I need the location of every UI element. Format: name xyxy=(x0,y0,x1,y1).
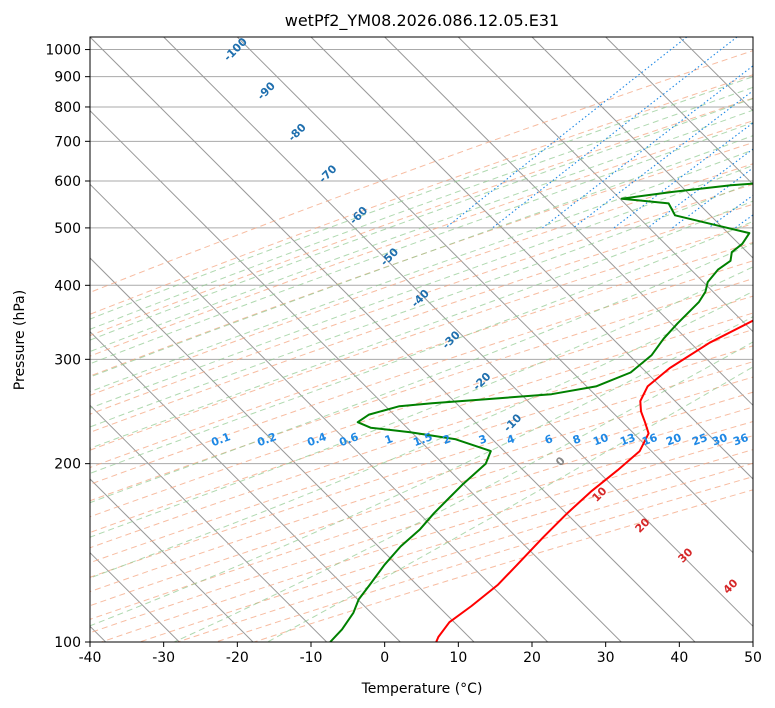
y-tick-label: 100 xyxy=(54,635,81,651)
dewpoint-profile-line xyxy=(329,182,753,642)
mixing-ratio-line xyxy=(613,122,753,229)
dry-adiabat-line xyxy=(177,462,753,642)
mixing-ratio-label: 13 xyxy=(618,431,637,448)
moist-adiabat-line xyxy=(90,266,753,538)
plot-frame xyxy=(89,36,754,643)
isotherm-line xyxy=(605,37,753,186)
moist-adiabat-line xyxy=(90,242,753,504)
dry-adiabat-line xyxy=(90,183,753,415)
moist-adiabat-line xyxy=(90,164,753,409)
moist-adiabat-line xyxy=(90,98,753,341)
mixing-ratio-label: 0.2 xyxy=(255,430,278,449)
mixing-ratio-line xyxy=(672,167,753,229)
mixing-ratio-label: 0.6 xyxy=(337,430,360,449)
x-axis-label: Temperature (°C) xyxy=(361,681,483,697)
isotherm-line xyxy=(384,37,753,407)
moist-adiabat-line xyxy=(267,366,753,642)
mixing-ratio-label: 25 xyxy=(690,431,709,448)
x-tick-label: 20 xyxy=(523,650,541,666)
mixing-ratio-label: 20 xyxy=(664,431,683,449)
y-tick-label: 600 xyxy=(54,174,81,190)
temperature-profile-line xyxy=(435,319,753,642)
isotherm-line xyxy=(90,109,622,642)
dry-adiabat-line xyxy=(90,345,753,564)
y-tick-label: 500 xyxy=(54,221,81,237)
isotherm-line xyxy=(90,330,401,642)
dry-adiabat-line xyxy=(90,163,753,396)
x-tick-label: 30 xyxy=(597,650,615,666)
isotherm-line xyxy=(310,37,753,480)
mixing-ratio-label: 30 xyxy=(710,431,729,449)
dry-adiabat-line xyxy=(139,449,753,642)
x-tick-label: 50 xyxy=(744,650,762,666)
y-tick-label: 400 xyxy=(54,278,81,294)
dry-adiabat-line xyxy=(90,50,753,293)
moist-adiabat-line xyxy=(90,290,753,579)
chart-title: wetPf2_YM08.2026.086.12.05.E31 xyxy=(285,11,559,31)
dry-adiabat-line xyxy=(90,329,753,549)
moist-adiabat-line xyxy=(90,181,753,428)
mixing-ratio-label: 4 xyxy=(505,432,517,447)
dry-adiabat-line xyxy=(90,142,753,377)
x-tick-label: -20 xyxy=(226,650,249,666)
mixing-ratio-label: 2 xyxy=(441,432,453,447)
x-tick-label: 10 xyxy=(449,650,467,666)
y-tick-label: 200 xyxy=(54,457,81,473)
mixing-ratio-label: 0.1 xyxy=(209,430,232,449)
isotherm-line xyxy=(163,37,753,628)
y-tick-label: 700 xyxy=(54,134,81,150)
isotherm-line xyxy=(90,37,696,642)
x-tick-label: -40 xyxy=(79,650,102,666)
mixing-ratio-label: 6 xyxy=(543,432,555,447)
isotherm-line xyxy=(90,404,328,642)
dry-adiabat-line xyxy=(254,489,753,642)
isotherm-line xyxy=(90,183,549,642)
x-tick-label: -10 xyxy=(300,650,323,666)
dry-adiabat-line xyxy=(215,476,753,642)
isotherm-line xyxy=(531,37,753,259)
mixing-ratio-line xyxy=(445,37,688,229)
moist-adiabat-line xyxy=(90,76,753,320)
mixing-ratio-line xyxy=(542,65,753,229)
dry-adiabat-line xyxy=(90,120,753,357)
mixing-ratio-label: 16 xyxy=(640,431,659,449)
y-tick-label: 800 xyxy=(54,100,81,116)
series-layer xyxy=(329,182,753,642)
mixing-ratio-label: 36 xyxy=(731,431,750,449)
y-axis-label: Pressure (hPa) xyxy=(12,290,28,390)
mixing-ratio-label: 1.5 xyxy=(411,430,434,449)
moist-adiabat-line xyxy=(90,86,753,330)
moist-adiabat-line xyxy=(90,200,753,449)
mixing-ratio-label: 0.4 xyxy=(305,430,328,449)
y-tick-label: 300 xyxy=(54,352,81,368)
mixing-ratio-label: 10 xyxy=(591,431,610,449)
isotherm-line xyxy=(90,257,475,642)
x-tick-label: 0 xyxy=(380,650,389,666)
mixing-ratio-label: 1 xyxy=(383,432,395,447)
axis-layer: -40 -30 -20 -10 0 10 20 30 40 50 1000 900 800 700 600 5… xyxy=(45,43,762,666)
dry-adiabat-line xyxy=(90,97,753,337)
isotherm-line xyxy=(236,37,753,554)
x-tick-label: -30 xyxy=(152,650,175,666)
mixing-ratio-label: 8 xyxy=(571,432,583,447)
dry-adiabat-line xyxy=(90,361,753,578)
x-tick-label: 40 xyxy=(670,650,688,666)
isotherm-line xyxy=(457,37,753,333)
mixing-ratio-label: 3 xyxy=(477,432,489,447)
y-tick-label: 1000 xyxy=(45,43,81,59)
y-tick-label: 900 xyxy=(54,70,81,86)
